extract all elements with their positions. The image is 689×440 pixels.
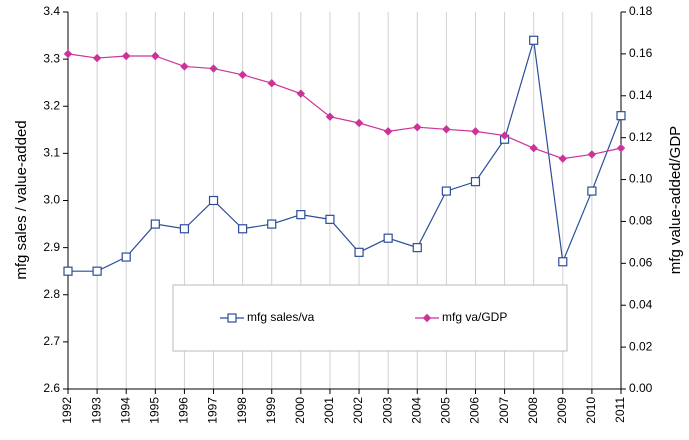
point	[92, 53, 102, 63]
point	[558, 257, 568, 267]
point	[296, 89, 306, 98]
point	[325, 214, 335, 224]
point	[180, 62, 189, 71]
series-line	[67, 53, 622, 160]
point	[151, 51, 160, 61]
y-tick-label: 3.3	[43, 51, 60, 65]
y-tick-label: 2.8	[43, 287, 60, 301]
x-tick-label: 2002	[351, 397, 365, 424]
point	[470, 177, 481, 187]
x-tick-label: 1999	[264, 397, 278, 424]
point	[529, 35, 539, 45]
point	[500, 131, 509, 140]
legend-label: mfg va/GDP	[442, 310, 507, 324]
x-tick-label: 2009	[555, 397, 569, 424]
y2-tick-label: 0.06	[629, 256, 653, 270]
x-tick-label: 2006	[468, 397, 482, 424]
y-tick-label: 3.1	[43, 146, 60, 160]
point	[587, 150, 597, 159]
y-tick-label: 3.4	[43, 4, 60, 18]
y2-tick-label: 0.16	[629, 46, 653, 60]
legend-label: mfg sales/va	[247, 310, 315, 324]
y2-tick-label: 0.02	[629, 339, 653, 353]
x-tick-label: 1997	[206, 397, 220, 424]
point	[616, 111, 626, 121]
x-tick-label: 1994	[118, 397, 132, 424]
y2-tick-label: 0.04	[629, 297, 653, 311]
x-tick-label: 2001	[322, 397, 336, 424]
y2-tick-label: 0.10	[629, 172, 653, 186]
point	[238, 224, 248, 234]
x-tick-label: 2000	[293, 397, 307, 424]
x-tick-label: 1993	[89, 397, 103, 424]
point	[92, 266, 102, 276]
point	[354, 247, 364, 257]
point	[121, 252, 131, 262]
x-tick-label: 2010	[584, 397, 598, 424]
point	[267, 79, 276, 88]
point	[412, 243, 422, 253]
y-tick-label: 2.9	[43, 240, 60, 254]
point	[616, 143, 626, 153]
x-tick-label: 1996	[177, 397, 191, 424]
point	[325, 112, 335, 121]
point	[179, 224, 190, 234]
point	[238, 70, 247, 80]
y2-tick-label: 0.14	[629, 88, 653, 102]
legend: mfg sales/va mfg va/GDP	[172, 284, 568, 352]
point	[558, 154, 567, 163]
point	[209, 64, 218, 73]
x-tick-label: 2007	[497, 397, 511, 424]
point	[383, 127, 393, 136]
x-tick-label: 2008	[526, 397, 540, 424]
point	[122, 51, 131, 61]
y-axis-title: mfg sales / value-added	[13, 120, 30, 279]
x-tick-label: 2004	[409, 397, 423, 424]
y2-tick-label: 0.12	[629, 130, 653, 144]
point	[413, 122, 422, 132]
point	[354, 118, 364, 128]
x-tick-label: 1998	[235, 397, 249, 424]
y2-tick-label: 0.00	[629, 381, 653, 395]
series-line	[68, 40, 622, 272]
y2-axis-title: mfg value-added/GDP	[667, 126, 684, 274]
point	[383, 233, 393, 243]
y-tick-label: 2.6	[43, 381, 60, 395]
point	[587, 186, 597, 196]
point	[296, 210, 306, 220]
point	[150, 219, 160, 229]
y2-tick-label: 0.18	[629, 4, 653, 18]
point	[529, 143, 538, 153]
point	[441, 186, 451, 196]
point	[442, 125, 451, 134]
legend-marker	[422, 313, 432, 323]
x-tick-label: 2011	[613, 397, 627, 423]
point	[63, 266, 73, 276]
y-tick-label: 3.0	[43, 193, 60, 207]
point	[471, 127, 480, 136]
x-tick-label: 1992	[60, 397, 74, 424]
y2-tick-label: 0.08	[629, 214, 653, 228]
point	[267, 219, 277, 229]
y-tick-label: 2.7	[43, 334, 60, 348]
point	[63, 49, 73, 59]
x-tick-label: 1995	[147, 397, 161, 424]
y-tick-label: 3.2	[43, 98, 60, 112]
x-tick-label: 2005	[439, 397, 453, 424]
point	[208, 195, 219, 206]
legend-marker	[227, 313, 237, 323]
x-tick-label: 2003	[380, 397, 394, 424]
